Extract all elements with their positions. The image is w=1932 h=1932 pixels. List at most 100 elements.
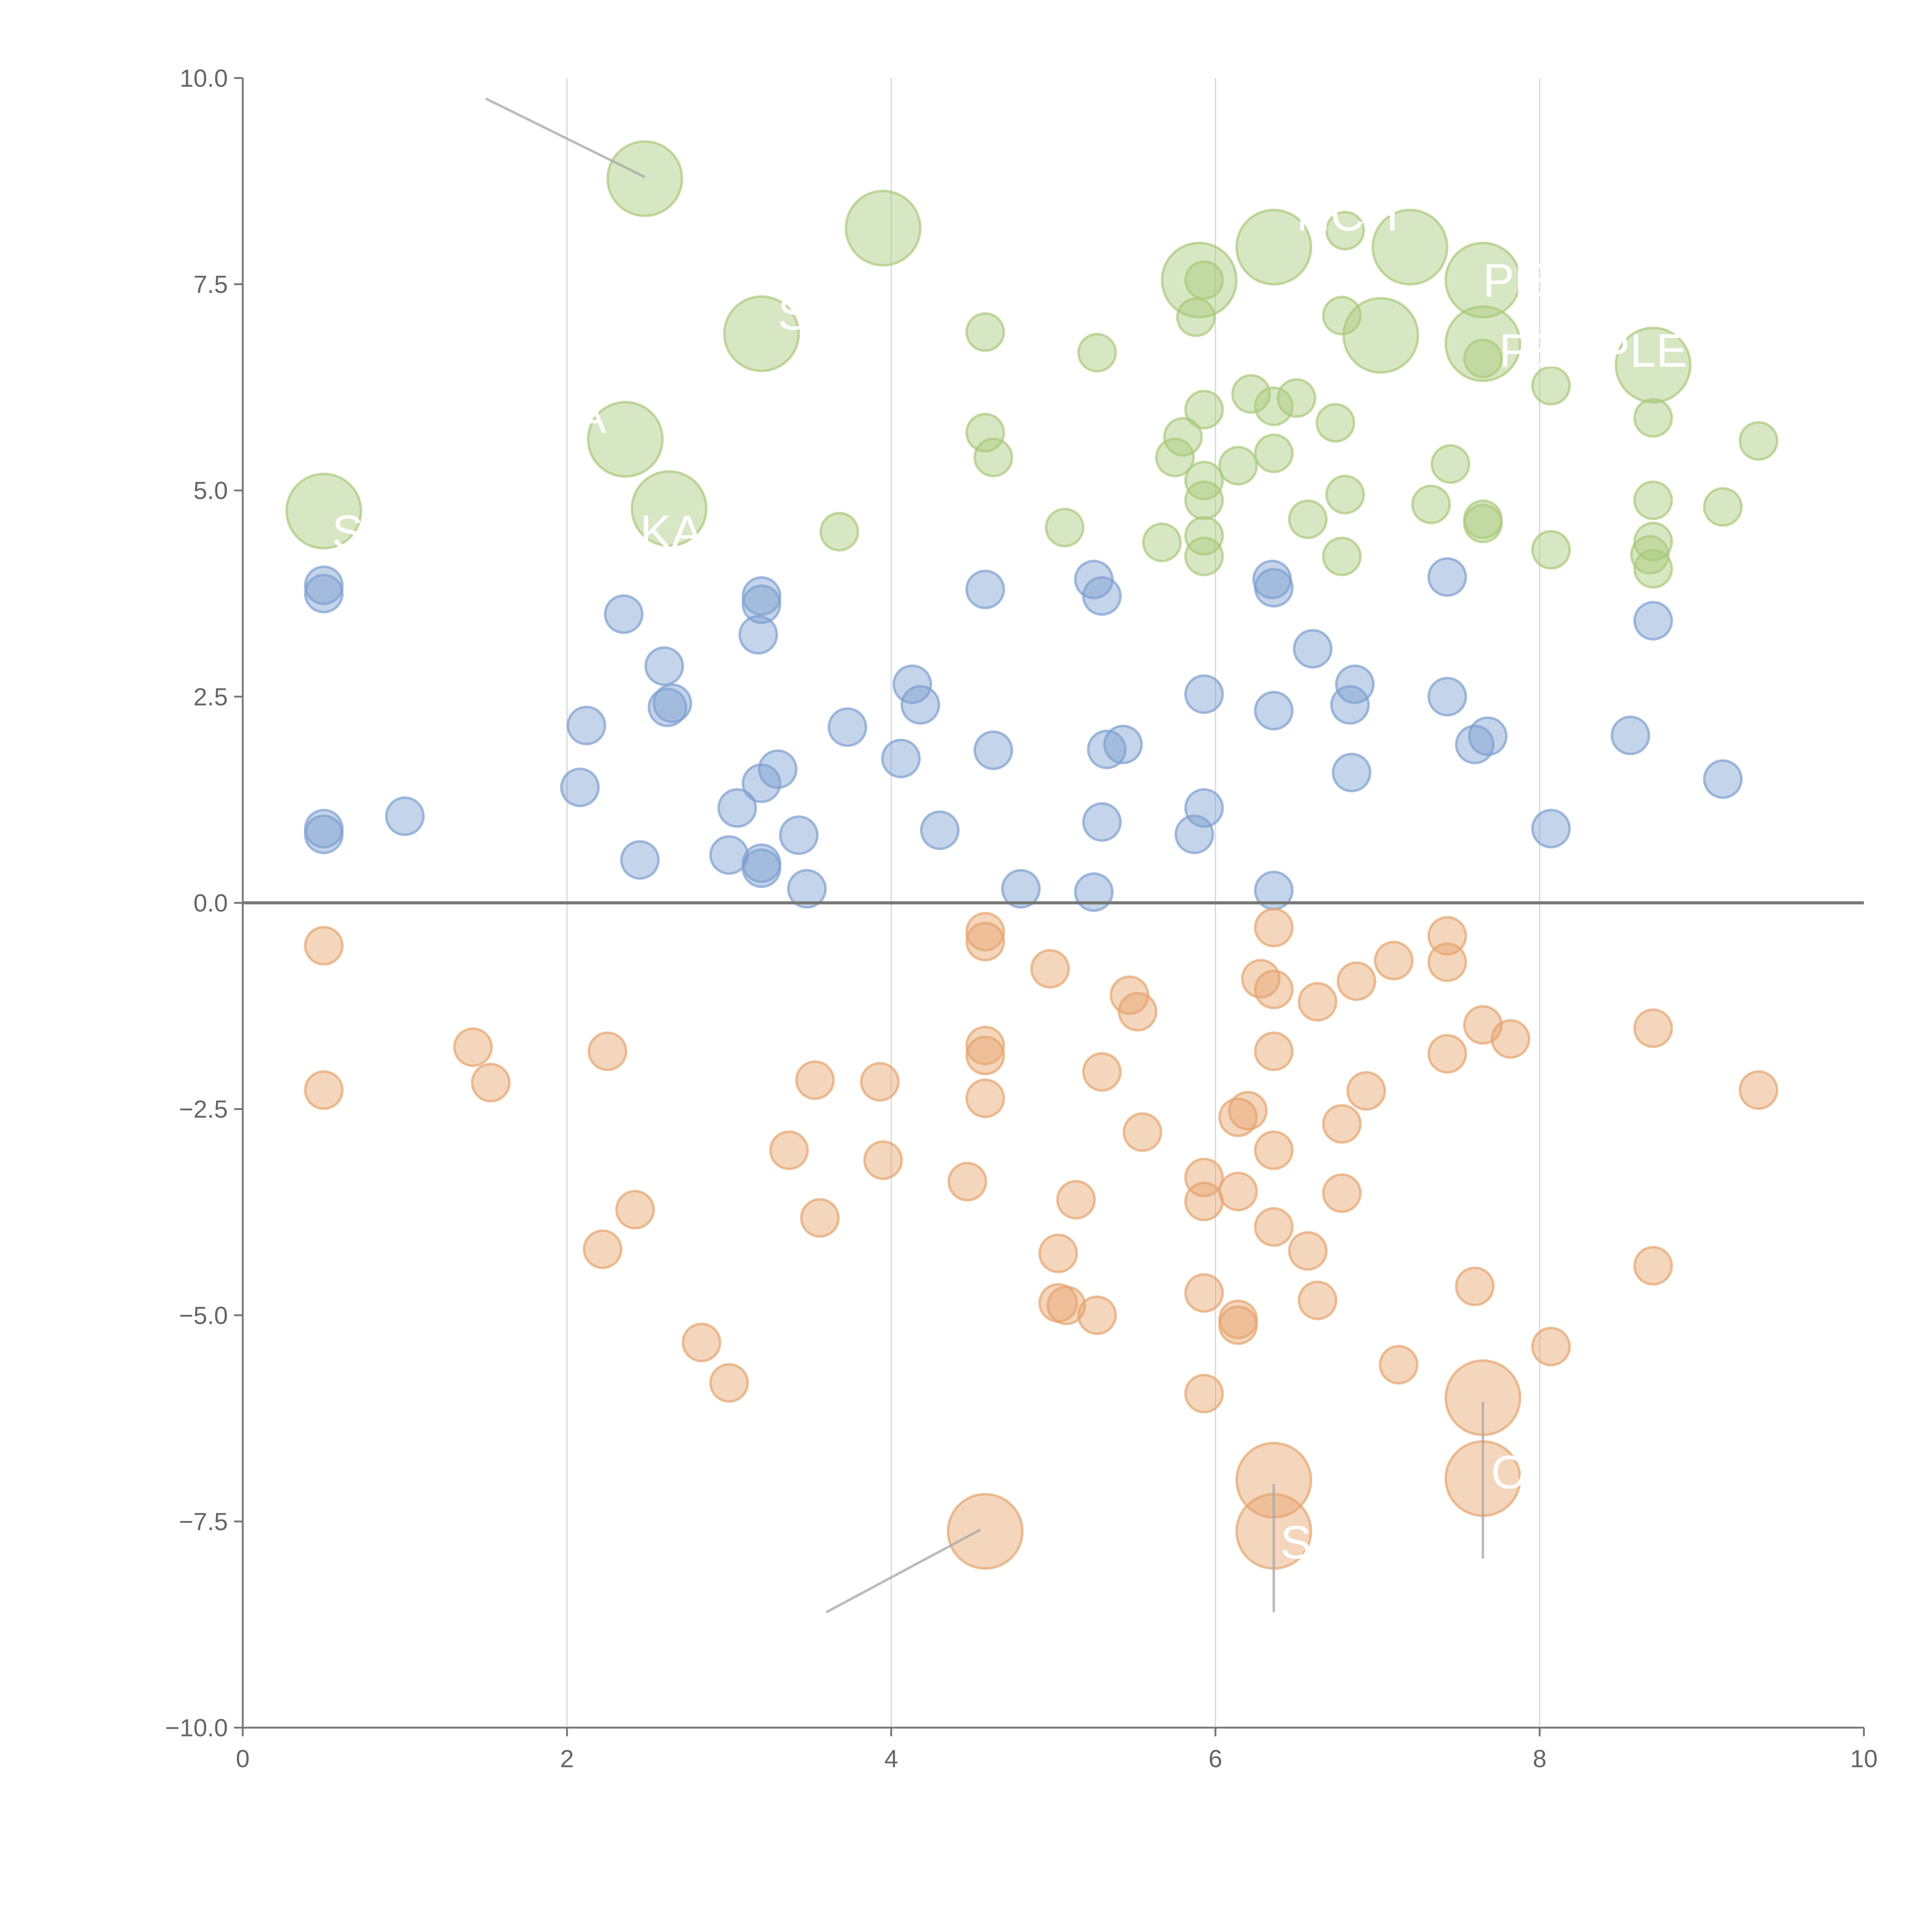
data-point-blue <box>1001 869 1041 909</box>
data-point-orange <box>965 1078 1005 1118</box>
data-point-blue <box>1611 715 1650 755</box>
data-point-blue <box>1254 568 1294 608</box>
data-point-blue <box>1074 872 1114 912</box>
data-point-green <box>1254 386 1294 426</box>
data-point-green <box>1176 297 1216 337</box>
data-point-blue <box>900 685 940 725</box>
data-point-blue <box>304 565 344 605</box>
data-point-green <box>1045 508 1085 548</box>
data-point-orange <box>583 1229 622 1269</box>
data-point-orange <box>587 1031 628 1071</box>
data-point-green <box>1463 503 1503 543</box>
annotation-label: PEOPLE <box>1499 324 1687 377</box>
data-point-green <box>965 413 1005 453</box>
data-point-blue <box>1455 724 1495 764</box>
data-point-orange <box>1046 1285 1086 1325</box>
data-point-blue <box>304 573 344 614</box>
data-point-blue <box>742 576 782 616</box>
data-point-orange <box>1241 959 1281 999</box>
data-point-orange <box>1218 1172 1258 1211</box>
data-point-orange <box>1490 1019 1531 1059</box>
data-point-blue <box>920 810 960 850</box>
y-tick-label: 2.5 <box>194 683 228 711</box>
data-point-green <box>1411 485 1451 524</box>
annotation-label: S <box>1280 1516 1311 1569</box>
data-point-blue <box>738 615 778 655</box>
y-tick-label: 5.0 <box>194 477 228 505</box>
data-point-green <box>1738 421 1779 461</box>
y-tick-label: −5.0 <box>179 1301 228 1329</box>
data-point-green <box>1163 417 1203 457</box>
data-point-orange <box>1633 1246 1673 1286</box>
data-point-orange <box>1531 1327 1571 1367</box>
data-point-green <box>1254 433 1294 473</box>
data-point-blue <box>1254 690 1294 731</box>
data-point-orange <box>453 1027 493 1067</box>
data-point-orange <box>795 1060 835 1100</box>
data-point-orange <box>471 1063 511 1103</box>
data-point-orange <box>1254 1207 1294 1247</box>
y-tick-label: 10.0 <box>180 64 228 92</box>
data-point-green <box>1633 480 1673 520</box>
data-point-orange <box>1738 1070 1779 1110</box>
data-point-blue <box>1427 677 1467 717</box>
annotations: S KA A S NCH PE PEOPLE O S <box>332 188 1687 1569</box>
data-point-blue <box>892 664 932 704</box>
data-point-green <box>1703 487 1743 527</box>
data-point-blue <box>566 706 606 745</box>
data-point-blue <box>1332 752 1372 793</box>
data-point-blue <box>742 763 782 803</box>
data-point-orange <box>965 922 1005 962</box>
data-point-blue <box>1703 759 1743 799</box>
data-point-green <box>1184 480 1224 520</box>
data-point-orange <box>1298 982 1338 1022</box>
data-point-blue <box>304 815 344 854</box>
annotation-label: A <box>575 390 606 443</box>
data-point-green <box>819 512 859 552</box>
data-point-green <box>631 470 707 547</box>
data-point-green <box>1531 530 1571 570</box>
axes: 10.0 7.5 5.0 2.5 0.0 −2.5 −5.0 −7.5 −10.0 0 2 4 6 8 10 <box>165 64 1878 1772</box>
data-point-orange <box>965 1026 1005 1066</box>
data-point-orange <box>1056 1180 1096 1220</box>
data-point-blue <box>1531 809 1571 849</box>
x-tick-label: 6 <box>1209 1745 1223 1773</box>
data-point-blue <box>827 707 867 747</box>
data-point-orange <box>1077 1295 1117 1335</box>
data-point-blue <box>758 749 798 789</box>
data-point-blue <box>779 815 819 855</box>
data-point-orange <box>1184 1158 1224 1197</box>
data-point-orange <box>965 1036 1005 1075</box>
data-point-orange <box>1038 1233 1078 1274</box>
data-point-blue <box>1633 601 1673 641</box>
data-points <box>285 140 1779 1570</box>
data-point-orange <box>1254 1130 1294 1170</box>
data-point-green <box>845 190 922 267</box>
annotation-label: KA <box>640 506 702 558</box>
data-point-blue <box>644 646 684 686</box>
data-point-orange <box>1379 1345 1418 1385</box>
data-point-blue <box>742 848 782 888</box>
data-point-orange <box>1288 1231 1328 1271</box>
data-point-blue <box>1427 557 1467 597</box>
annotation-label: O <box>1491 1446 1528 1498</box>
data-point-orange <box>947 1162 987 1202</box>
data-point-green <box>1531 366 1571 406</box>
data-point-orange <box>304 926 344 966</box>
leader-lines <box>485 97 1484 1614</box>
data-point-green <box>1161 242 1238 319</box>
y-tick-label: 0.0 <box>194 889 228 917</box>
data-point-orange <box>1030 949 1070 989</box>
data-point-blue <box>742 584 782 624</box>
data-point-green <box>1322 536 1362 577</box>
data-point-green <box>1633 398 1673 438</box>
data-point-orange <box>1427 942 1467 982</box>
data-point-orange <box>615 1190 655 1230</box>
data-point-orange <box>1254 1031 1294 1071</box>
y-tick-label: −2.5 <box>179 1095 228 1123</box>
data-point-green <box>723 295 800 372</box>
data-point-blue <box>787 869 827 909</box>
data-point-green <box>1235 209 1312 286</box>
data-point-green <box>1184 516 1224 556</box>
